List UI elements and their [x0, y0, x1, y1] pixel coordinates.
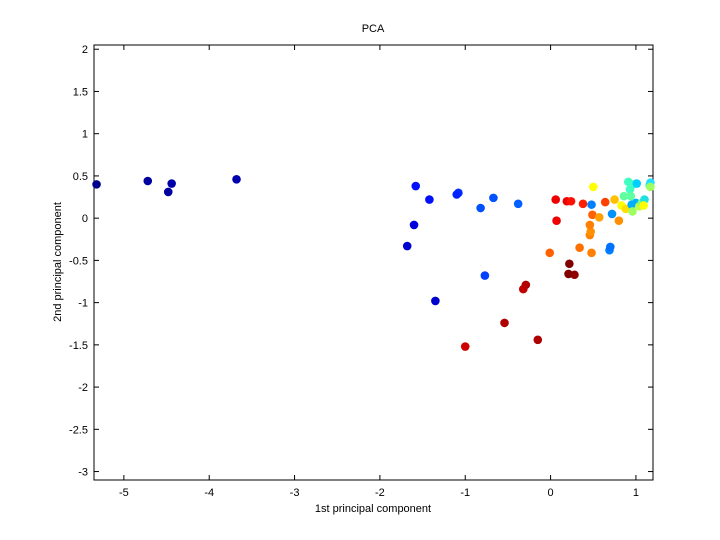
scatter-point: [575, 243, 584, 253]
scatter-point: [619, 191, 629, 201]
scatter-point: [639, 201, 648, 210]
scatter-point: [402, 241, 412, 251]
scatter-point: [480, 271, 490, 280]
y-axis-label: 2nd principal component: [52, 202, 64, 322]
scatter-point: [476, 203, 485, 213]
scatter-point: [431, 296, 440, 306]
y-axis-ticks: 2 1.5 1 0.5 0 -0.5 -1 -1.5 -2 -2.5 -3: [69, 44, 653, 479]
y-tick-label: -3: [78, 467, 88, 479]
x-axis-ticks: -5 -4 -3 -2 -1 0 1: [119, 45, 639, 499]
scatter-point: [588, 210, 597, 220]
scatter-point: [607, 209, 617, 219]
plot-frame: [93, 44, 654, 481]
scatter-point: [566, 196, 576, 206]
scatter-point: [614, 216, 624, 225]
scatter-point: [533, 335, 543, 345]
scatter-point: [610, 195, 619, 204]
scatter-point: [606, 242, 615, 252]
y-tick-label: -0.5: [69, 255, 88, 267]
y-tick-label: 2: [82, 44, 88, 56]
y-tick-label: -1: [78, 298, 88, 310]
scatter-point: [143, 176, 153, 186]
scatter-point: [551, 195, 561, 204]
x-tick-label: -1: [460, 487, 470, 499]
scatter-point: [411, 181, 421, 191]
y-tick-label: 1.5: [73, 86, 88, 98]
scatter-point: [545, 248, 555, 258]
scatter-point: [628, 207, 637, 216]
scatter-point: [632, 179, 642, 188]
scatter-point: [425, 195, 434, 204]
y-tick-label: -2: [78, 382, 88, 394]
scatter-point: [163, 187, 173, 197]
scatter-point: [594, 213, 604, 222]
scatter-point: [587, 248, 596, 258]
x-tick-label: -3: [290, 487, 300, 499]
x-tick-label: -2: [375, 487, 385, 499]
scatter-point: [621, 204, 630, 214]
x-tick-label: 1: [633, 487, 639, 499]
scatter-point: [452, 190, 462, 199]
scatter-point: [626, 191, 636, 201]
scatter-point: [521, 280, 531, 290]
x-tick-label: 0: [548, 487, 554, 499]
scatter-point: [570, 270, 579, 280]
scatter-point: [489, 193, 498, 203]
y-tick-label: 0.5: [73, 171, 88, 183]
x-tick-label: -5: [119, 487, 129, 499]
scatter-point: [578, 199, 588, 209]
y-tick-label: 1: [82, 129, 88, 141]
scatter-points: [92, 175, 655, 351]
scatter-point: [232, 175, 241, 184]
scatter-point: [600, 197, 610, 207]
scatter-point: [565, 259, 574, 269]
scatter-point: [92, 180, 101, 189]
scatter-point: [513, 199, 523, 209]
y-tick-label: -2.5: [69, 424, 88, 436]
scatter-point: [460, 342, 470, 351]
scatter-point: [409, 220, 419, 230]
x-tick-label: -4: [204, 487, 214, 499]
y-tick-label: -1.5: [69, 340, 88, 352]
y-tick-label: 0: [82, 213, 88, 225]
chart-title: PCA: [362, 23, 385, 35]
scatter-point: [500, 318, 509, 328]
scatter-point: [585, 220, 595, 230]
scatter-point: [588, 182, 598, 192]
scatter-point: [587, 200, 596, 209]
x-axis-label: 1st principal component: [315, 503, 431, 515]
axes: [93, 44, 654, 481]
scatter-point: [586, 227, 595, 236]
scatter-point: [552, 216, 561, 225]
scatter-point: [167, 179, 176, 188]
scatter-point: [646, 182, 655, 192]
